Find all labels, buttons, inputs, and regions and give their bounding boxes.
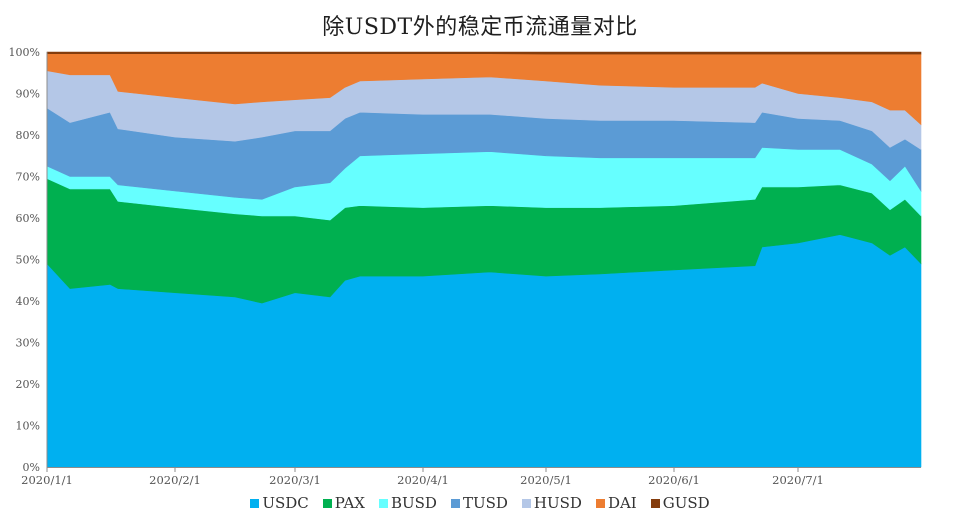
y-tick-label: 60% bbox=[16, 212, 40, 225]
y-tick-label: 50% bbox=[16, 254, 40, 267]
legend-label: HUSD bbox=[533, 494, 582, 512]
legend-item-dai: DAI bbox=[595, 494, 637, 512]
y-tick-label: 70% bbox=[16, 171, 40, 184]
legend-swatch-icon bbox=[521, 498, 531, 508]
legend-label: DAI bbox=[607, 494, 637, 512]
y-tick-label: 10% bbox=[16, 420, 40, 433]
y-tick-label: 80% bbox=[16, 129, 40, 142]
y-tick-label: 0% bbox=[23, 461, 40, 474]
legend-swatch-icon bbox=[250, 498, 260, 508]
x-tick-label: 2020/7/1 bbox=[772, 473, 824, 487]
x-tick-label: 2020/6/1 bbox=[648, 473, 700, 487]
legend-item-husd: HUSD bbox=[521, 494, 582, 512]
y-tick-label: 90% bbox=[16, 88, 40, 101]
legend-item-pax: PAX bbox=[322, 494, 365, 512]
x-tick-label: 2020/3/1 bbox=[269, 473, 321, 487]
x-tick-label: 2020/1/1 bbox=[21, 473, 73, 487]
gusd-top-band bbox=[47, 52, 921, 54]
legend-swatch-icon bbox=[322, 498, 332, 508]
x-tick-label: 2020/4/1 bbox=[397, 473, 449, 487]
y-tick-label: 100% bbox=[9, 46, 40, 59]
y-tick-label: 20% bbox=[16, 378, 40, 391]
legend-swatch-icon bbox=[450, 498, 460, 508]
legend-item-tusd: TUSD bbox=[450, 494, 508, 512]
x-tick-label: 2020/5/1 bbox=[520, 473, 572, 487]
legend-label: GUSD bbox=[662, 494, 710, 512]
y-tick-label: 40% bbox=[16, 295, 40, 308]
x-tick-label: 2020/2/1 bbox=[149, 473, 201, 487]
legend-label: TUSD bbox=[462, 494, 508, 512]
legend-item-busd: BUSD bbox=[378, 494, 437, 512]
legend-label: BUSD bbox=[390, 494, 437, 512]
area-layers bbox=[46, 51, 922, 468]
chart-title: 除USDT外的稳定币流通量对比 bbox=[322, 15, 638, 40]
legend-swatch-icon bbox=[378, 498, 388, 508]
legend-item-gusd: GUSD bbox=[650, 494, 710, 512]
legend-swatch-icon bbox=[650, 498, 660, 508]
x-axis: 2020/1/1 2020/2/1 2020/3/1 2020/4/1 2020/5/1… bbox=[21, 467, 921, 487]
legend-item-usdc: USDC bbox=[250, 494, 309, 512]
legend-label: PAX bbox=[334, 494, 365, 512]
legend-label: USDC bbox=[262, 494, 309, 512]
y-axis: 0% 10% 20% 30% 40% 50% 60% 70% 80% 90% 100% bbox=[9, 46, 48, 474]
chart-legend: USDC PAX BUSD TUSD HUSD DAI GUSD bbox=[0, 494, 960, 512]
legend-swatch-icon bbox=[595, 498, 605, 508]
y-tick-label: 30% bbox=[16, 337, 40, 350]
